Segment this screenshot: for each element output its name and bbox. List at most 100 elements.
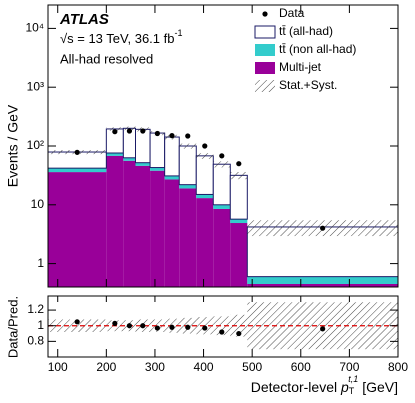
ratio-point [112, 320, 118, 326]
x-axis-label: Detector-level pTt,1 [GeV] [251, 374, 398, 396]
x-label-sup: t,1 [348, 374, 358, 384]
legend-label: tt̄ (all-had) [279, 24, 333, 38]
hist-bar [48, 168, 107, 173]
ratio-point [74, 319, 80, 325]
hist-bar [135, 165, 151, 287]
lumi-sup: -1 [174, 28, 182, 38]
uncertainty-band [106, 127, 124, 131]
hist-bar [123, 157, 136, 161]
x-tick-label: 200 [96, 360, 116, 374]
hist-bar [149, 132, 166, 169]
ratio-band [230, 314, 248, 337]
ratio-point [202, 325, 208, 331]
hist-bar [164, 179, 180, 287]
y-tick-label: 1.2 [27, 302, 44, 316]
legend-swatch [254, 25, 276, 39]
energy-lumi-text: √s = 13 TeV, 36.1 fb [60, 31, 174, 46]
uncertainty-band [179, 143, 197, 149]
hist-bar [123, 160, 136, 287]
hist-bar [213, 208, 231, 287]
uncertainty-band [213, 161, 231, 168]
x-tick-label: 800 [388, 360, 408, 374]
data-point [202, 143, 208, 149]
data-point [236, 161, 242, 167]
data-point [112, 129, 118, 135]
x-tick-label: 400 [194, 360, 214, 374]
selection: All-had resolved [60, 51, 153, 66]
legend-label: Data [279, 6, 305, 20]
y-tick-label: 10⁴ [25, 21, 44, 35]
ratio-point [236, 330, 242, 337]
ratio-panel: 0.8 1 1.2 100 200 300 400 500 600 700 800 [27, 296, 408, 374]
y-tick-label: 10² [27, 138, 44, 152]
hist-bar [247, 283, 398, 287]
x-tick-label: 500 [242, 360, 262, 374]
ratio-band [48, 319, 107, 332]
ratio-y-label: Data/Pred. [5, 296, 20, 358]
energy-lumi: √s = 13 TeV, 36.1 fb-1 [60, 28, 183, 46]
legend-label: Stat.+Syst. [279, 78, 337, 92]
legend-swatch [255, 44, 275, 56]
hist-bar [150, 170, 165, 287]
ratio-point [185, 324, 191, 330]
main-frame [47, 4, 399, 288]
y-axis-label: Events / GeV [5, 104, 21, 187]
hist-bar [106, 155, 124, 287]
data-point [140, 128, 146, 134]
hist-bar [164, 136, 180, 177]
x-label-text: Detector-level [251, 379, 341, 395]
ratio-point [126, 323, 133, 329]
y-tick-label: 1 [37, 256, 44, 270]
ratio-point [219, 329, 225, 335]
hist-bar [178, 145, 197, 186]
x-label-var: p [340, 379, 349, 395]
x-tick-label: 300 [145, 360, 165, 374]
hist-bar [230, 223, 248, 287]
ratio-point [154, 325, 160, 331]
hist-bar [229, 174, 248, 220]
y-tick-label: 1 [37, 318, 44, 332]
uncertainty-band [196, 153, 214, 159]
y-tick-label: 0.8 [27, 334, 44, 348]
legend-swatch [255, 80, 275, 92]
experiment: ATLAS [59, 11, 109, 28]
hist-bar [196, 198, 214, 287]
data-point [154, 130, 160, 137]
hist-bar [213, 204, 231, 209]
hist-bar [195, 155, 214, 195]
hist-bar [135, 162, 151, 166]
ratio-point [320, 326, 326, 332]
hist-bar [179, 188, 197, 287]
ratio-frame [47, 295, 399, 358]
legend-label: tt̄ (non all-had) [279, 42, 356, 56]
hist-bar [196, 194, 214, 199]
hist-bar [48, 172, 107, 287]
hist-bar [106, 153, 124, 156]
hist-bar [212, 163, 231, 206]
hist-bar [247, 276, 398, 284]
x-tick-label: 100 [48, 360, 68, 374]
x-label-unit: [GeV] [358, 379, 398, 395]
legend-marker [262, 11, 268, 17]
data-point [74, 149, 80, 155]
x-tick-label: 700 [339, 360, 359, 374]
y-tick-label: 10³ [27, 79, 44, 93]
hist-bar [230, 219, 248, 224]
hist-bar [164, 175, 180, 180]
data-point [320, 225, 326, 231]
hist-bar [135, 128, 151, 164]
ratio-point [169, 324, 175, 330]
x-tick-label: 600 [291, 360, 311, 374]
data-point [185, 133, 191, 139]
data-point [219, 153, 225, 159]
x-label-sub: T [349, 386, 355, 396]
data-point [169, 133, 175, 139]
ratio-band [213, 316, 231, 336]
hist-bar [179, 184, 197, 189]
data-point [126, 128, 133, 134]
hist-bar [150, 167, 165, 171]
ratio-point [140, 323, 146, 329]
legend-label: Multi-jet [279, 60, 322, 74]
uncertainty-band [230, 171, 248, 180]
